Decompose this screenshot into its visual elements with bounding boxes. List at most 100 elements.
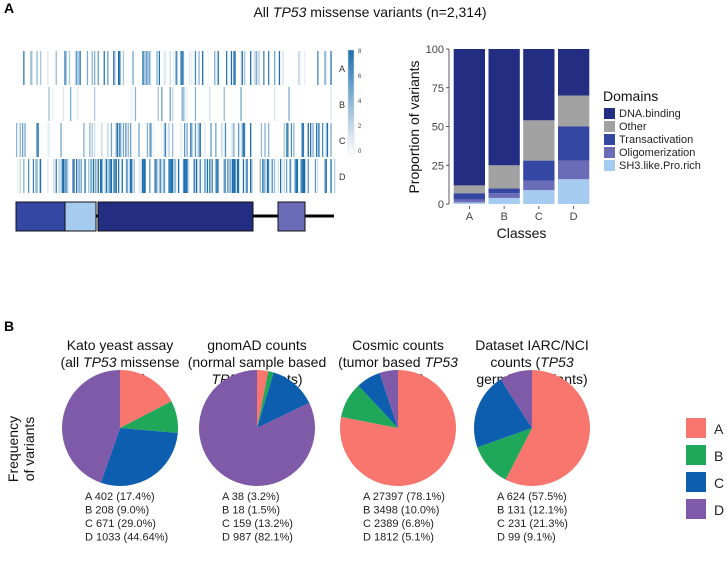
x-tick-label: B: [500, 211, 507, 223]
domain-legend: Domains DNA.bindingOtherTransactivationOl…: [603, 88, 701, 172]
panel-a-title: All TP53 missense variants (n=2,314): [253, 4, 486, 20]
heatmap-row-label-d: D: [339, 172, 346, 182]
panel-b-row-label: Frequencyof variants: [5, 416, 37, 482]
domain-segment: [15, 201, 66, 232]
pie-slice-a: [257, 370, 269, 428]
class-legend-swatch: [686, 445, 706, 465]
pie-slice-a: [120, 370, 172, 428]
pie-count-label: C 159 (13.2%): [222, 518, 293, 530]
pie-slice-a: [339, 370, 456, 486]
heatmap-row-c: [16, 123, 332, 157]
bar-segment-a: [453, 202, 485, 204]
pie-count-label: B 3498 (10.0%): [363, 505, 439, 517]
colorbar-gradient: [347, 49, 355, 155]
pie-count-label: D 987 (82.1%): [222, 532, 293, 544]
legend-swatch: [604, 147, 615, 158]
panel-b: B Frequencyof variants Kato yeast assay(…: [4, 318, 724, 544]
stacked-bar-chart: 0 25 50 75 100 A B C D Classes Proportion of varia…: [406, 44, 590, 241]
pie-slice-d: [198, 370, 315, 486]
pie-chart-3: Cosmic counts(tumor based TP53variants) A…: [338, 337, 458, 544]
legend-swatch: [604, 160, 615, 171]
bar-segment-a: [453, 199, 485, 203]
bar-segment-b: [488, 197, 520, 204]
legend-label: SH3.like.Pro.rich: [619, 160, 701, 172]
class-legend-label: A: [714, 421, 724, 437]
domain-segment: [277, 201, 306, 232]
panel-b-label: B: [4, 318, 14, 334]
heatmap-row-b: [22, 87, 332, 121]
bar-segment-a: [453, 185, 485, 194]
pie-title: Cosmic counts(tumor based TP53variants): [338, 337, 458, 387]
pie-slice-d: [62, 370, 120, 483]
bar-segment-d: [558, 160, 590, 180]
pie-slice-c: [473, 379, 532, 448]
pie-count-label: B 18 (1.5%): [222, 505, 280, 517]
domain-segment: [97, 201, 254, 232]
pie-count-label: D 1812 (5.1%): [363, 532, 434, 544]
pie-charts: Kato yeast assay(all TP53 missensevarian…: [60, 337, 590, 544]
y-tick-label: 50: [432, 122, 444, 134]
legend-label: DNA.binding: [619, 108, 681, 120]
y-tick-label: 25: [432, 160, 444, 172]
legend-label: Other: [619, 121, 647, 133]
class-legend-label: B: [714, 448, 723, 464]
pie-count-label: D 99 (9.1%): [497, 532, 556, 544]
y-tick-label: 0: [438, 199, 444, 211]
bar-segment-d: [558, 95, 590, 127]
bar-segment-b: [488, 188, 520, 194]
x-tick-label: C: [535, 211, 543, 223]
legend-label: Transactivation: [619, 134, 693, 146]
class-legend-label: D: [714, 502, 724, 518]
colorbar-tick-label: 4: [358, 99, 362, 105]
bar-segment-a: [453, 193, 485, 200]
legend-swatch: [604, 121, 615, 132]
colorbar-tick-label: 8: [358, 49, 362, 55]
bar-segment-c: [523, 49, 555, 121]
domain-segment: [64, 201, 97, 232]
y-tick-label: 75: [432, 83, 444, 95]
y-axis-title: Proportion of variants: [406, 60, 422, 193]
bar-segment-a: [453, 49, 485, 186]
pie-chart-1: Kato yeast assay(all TP53 missensevarian…: [60, 337, 179, 544]
bar-segment-c: [523, 190, 555, 204]
legend-swatch: [604, 108, 615, 119]
bar-segment-c: [523, 120, 555, 161]
pie-slice-a: [505, 370, 590, 486]
colorbar-tick-label: 0: [358, 149, 362, 155]
colorbar-tick-label: 6: [358, 74, 362, 80]
class-legend-swatch: [686, 418, 706, 438]
pie-count-label: B 208 (9.0%): [85, 505, 149, 517]
domain-track: [15, 201, 334, 232]
pie-slice-b: [477, 428, 532, 480]
pie-count-label: C 671 (29.0%): [85, 518, 156, 530]
pie-slice-d: [379, 370, 398, 428]
pie-count-label: A 27397 (78.1%): [363, 491, 445, 503]
legend-label: Oligomerization: [619, 147, 695, 159]
y-tick-label: 100: [426, 44, 444, 56]
x-axis-title: Classes: [497, 225, 547, 241]
pie-slice-c: [358, 373, 398, 428]
pie-count-label: A 38 (3.2%): [222, 491, 279, 503]
pie-count-label: A 624 (57.5%): [497, 491, 567, 503]
class-legend-swatch: [686, 499, 706, 519]
legend-title: Domains: [603, 88, 658, 104]
heatmap-row-label-a: A: [339, 64, 345, 74]
heatmap-row-a: [23, 51, 332, 85]
panel-a: A All TP53 missense variants (n=2,314) A…: [4, 0, 701, 241]
panel-a-label: A: [4, 0, 14, 16]
pie-slice-b: [120, 401, 179, 433]
class-legend-label: C: [714, 475, 724, 491]
pie-slice-d: [500, 370, 532, 428]
heatmap: A B C D: [16, 51, 346, 193]
pie-count-label: A 402 (17.4%): [85, 491, 155, 503]
heatmap-row-label-b: B: [339, 100, 345, 110]
heatmap-colorbar: 8 6 4 2 0: [347, 49, 362, 155]
pie-slice-c: [100, 428, 178, 486]
bar-segment-b: [488, 193, 520, 198]
pie-slice-b: [257, 371, 274, 428]
bar-segment-d: [558, 49, 590, 96]
